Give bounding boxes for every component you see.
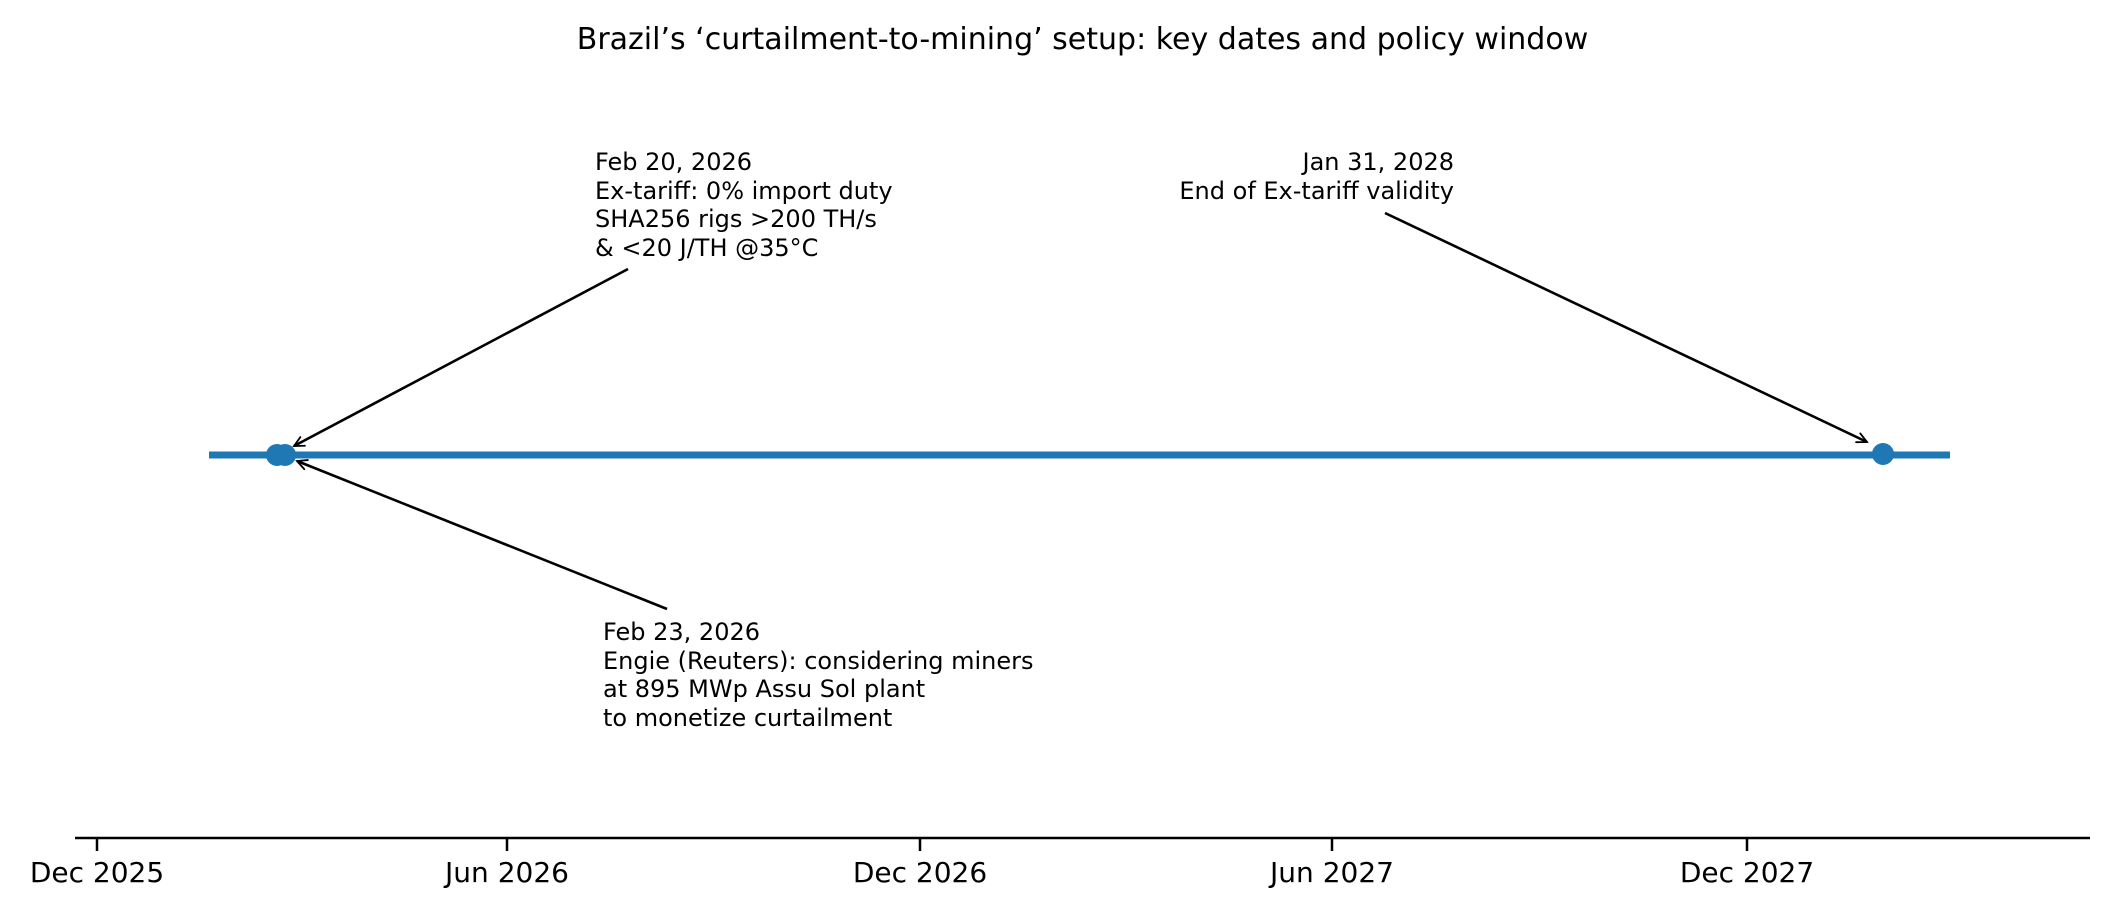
annotation-text-line: & <20 J/TH @35°C — [595, 233, 819, 262]
annotation-text-line: SHA256 rigs >200 TH/s — [595, 205, 877, 233]
x-tick-label: Dec 2026 — [852, 856, 988, 889]
x-tick-label: Jun 2027 — [1270, 856, 1394, 889]
annotation-arrow — [294, 267, 629, 448]
x-tick-label: Dec 2025 — [29, 856, 165, 889]
annotation-text-line: to monetize curtailment — [603, 703, 893, 732]
annotation-jan-31-2028: Jan 31, 2028 End of Ex-tariff validity — [1179, 148, 1454, 205]
annotation-text-line: at 895 MWp Assu Sol plant — [603, 675, 926, 703]
x-tick-label: Dec 2027 — [1679, 856, 1815, 889]
annotation-text-line: Ex-tariff: 0% import duty — [595, 176, 893, 205]
chart-title: Brazil’s ‘curtailment-to-mining’ setup: … — [576, 22, 1589, 57]
annotation-date: Feb 20, 2026 — [595, 148, 752, 176]
annotation-text-line: Engie (Reuters): considering miners — [603, 646, 1034, 675]
annotation-feb-23-2026: Feb 23, 2026 Engie (Reuters): considerin… — [603, 618, 1034, 732]
annotation-arrow — [297, 461, 668, 611]
event-marker — [274, 444, 296, 466]
x-tick-label: Jun 2026 — [445, 856, 569, 889]
annotation-date: Jan 31, 2028 — [1302, 148, 1455, 176]
annotation-arrow — [1384, 211, 1867, 444]
event-marker — [1872, 443, 1894, 465]
annotation-feb-20-2026: Feb 20, 2026 Ex-tariff: 0% import duty S… — [595, 148, 893, 262]
annotation-text-line: End of Ex-tariff validity — [1179, 176, 1454, 205]
annotation-date: Feb 23, 2026 — [603, 618, 760, 646]
